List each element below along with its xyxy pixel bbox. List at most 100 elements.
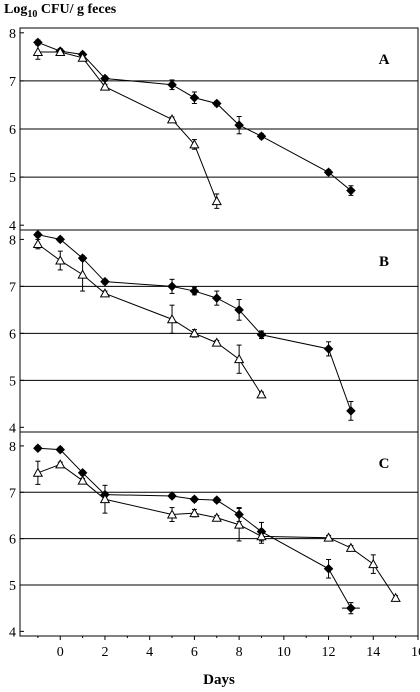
y-axis-label: Log10 CFU/ g feces [4, 2, 116, 20]
point-triangle-c-5 [189, 507, 200, 518]
x-tick-label-6: 6 [191, 645, 198, 660]
point-triangle-b-4 [166, 313, 178, 324]
x-tick-label-16: 16 [411, 645, 420, 660]
x-tick-label-0: 0 [57, 645, 64, 660]
point-triangle-c-10 [345, 542, 357, 552]
point-diamond-b-1 [55, 234, 66, 245]
point-triangle-a-5 [189, 139, 200, 149]
y-tick-label-c-6: 6 [9, 533, 16, 548]
point-triangle-c-11 [368, 558, 379, 569]
x-axis-label: Days [203, 672, 235, 688]
point-triangle-c-0 [32, 467, 44, 477]
y-tick-label-c-7: 7 [9, 486, 16, 501]
point-triangle-c-7 [233, 519, 245, 529]
panel-letter-c: C [379, 456, 390, 472]
point-diamond-b-10 [346, 406, 356, 416]
point-diamond-b-4 [167, 281, 177, 292]
panel-frame-b [19, 229, 419, 433]
point-triangle-b-8 [256, 389, 267, 399]
y-tick-label-c-5: 5 [9, 579, 16, 594]
series-diamond-b [33, 229, 356, 421]
x-tick-label-2: 2 [101, 645, 108, 660]
series-line-triangle-a [37, 51, 218, 202]
y-tick-label-c-4: 4 [9, 625, 16, 640]
y-axis-label-prefix: Log [4, 2, 28, 17]
series-diamond-a [33, 37, 356, 196]
series-triangle-a [32, 44, 222, 209]
point-diamond-c-1 [55, 444, 66, 455]
point-triangle-c-1 [55, 459, 66, 469]
y-tick-label-c-8: 8 [9, 440, 16, 455]
point-diamond-a-10 [346, 185, 356, 196]
x-tick-label-14: 14 [366, 645, 380, 660]
series-line-diamond-b [37, 234, 352, 412]
y-tick-label-b-5: 5 [9, 374, 16, 389]
y-tick-label-b-4: 4 [9, 421, 16, 436]
point-diamond-a-5 [189, 92, 200, 103]
point-diamond-b-3 [100, 276, 110, 287]
point-diamond-a-6 [211, 98, 222, 109]
point-diamond-b-9 [323, 344, 334, 354]
series-triangle-c [32, 459, 401, 602]
point-triangle-b-0 [32, 238, 44, 249]
panel-frame-c [19, 431, 419, 637]
point-diamond-a-4 [167, 79, 177, 90]
y-tick-label-a-7: 7 [9, 75, 16, 90]
point-diamond-b-8 [256, 329, 267, 340]
y-tick-label-a-6: 6 [9, 123, 16, 138]
y-axis-label-subscript: 10 [27, 8, 38, 20]
point-triangle-b-3 [99, 288, 111, 298]
y-tick-label-a-4: 4 [9, 219, 16, 234]
point-diamond-c-9 [323, 564, 334, 574]
point-diamond-a-8 [256, 131, 267, 141]
point-diamond-c-5 [189, 494, 200, 504]
x-tick-label-4: 4 [146, 645, 153, 660]
point-triangle-b-1 [55, 255, 66, 265]
panel-c: 4 5 6 7 8 C [9, 431, 419, 640]
series-line-triangle-b [37, 243, 262, 395]
point-triangle-a-2 [77, 52, 88, 62]
point-triangle-b-7 [233, 353, 245, 364]
series-triangle-b [32, 238, 267, 399]
x-tick-label-10: 10 [277, 645, 291, 660]
point-triangle-a-6 [211, 195, 222, 206]
y-tick-label-b-6: 6 [9, 327, 16, 342]
point-triangle-c-6 [211, 512, 222, 522]
point-triangle-c-4 [166, 509, 178, 519]
point-triangle-c-12 [390, 592, 401, 602]
point-triangle-b-5 [189, 328, 200, 338]
point-triangle-b-6 [211, 337, 222, 347]
point-diamond-c-4 [167, 491, 177, 501]
point-triangle-a-3 [99, 81, 111, 91]
point-diamond-c-0 [33, 443, 43, 453]
point-triangle-a-4 [166, 114, 178, 124]
series-line-triangle-c [37, 463, 397, 599]
point-triangle-c-8 [256, 530, 267, 541]
x-tick-label-8: 8 [236, 645, 243, 660]
point-diamond-a-9 [323, 167, 334, 178]
point-diamond-b-5 [189, 286, 200, 296]
y-tick-label-b-7: 7 [9, 280, 16, 295]
point-diamond-b-7 [234, 305, 244, 315]
point-triangle-a-0 [32, 46, 44, 56]
point-triangle-c-3 [99, 493, 111, 504]
point-triangle-a-1 [55, 46, 66, 56]
y-tick-label-a-5: 5 [9, 171, 16, 186]
panel-letter-b: B [379, 254, 389, 270]
y-axis-label-suffix: CFU/ g feces [37, 2, 117, 17]
y-tick-label-b-8: 8 [9, 233, 16, 248]
x-tick-label-12: 12 [322, 645, 336, 660]
point-triangle-c-2 [77, 475, 88, 485]
point-triangle-b-2 [77, 269, 88, 279]
point-diamond-b-6 [211, 293, 222, 303]
point-diamond-c-6 [211, 495, 222, 505]
y-tick-label-a-8: 8 [9, 27, 16, 42]
point-diamond-a-7 [234, 120, 244, 130]
series-line-diamond-a [37, 41, 352, 191]
panel-b: 4 5 6 7 8 B [9, 229, 419, 436]
point-triangle-c-9 [323, 532, 334, 542]
panel-a: 4 5 6 7 8 A [9, 27, 419, 234]
series-diamond-c [33, 443, 356, 615]
point-diamond-b-0 [33, 229, 43, 240]
